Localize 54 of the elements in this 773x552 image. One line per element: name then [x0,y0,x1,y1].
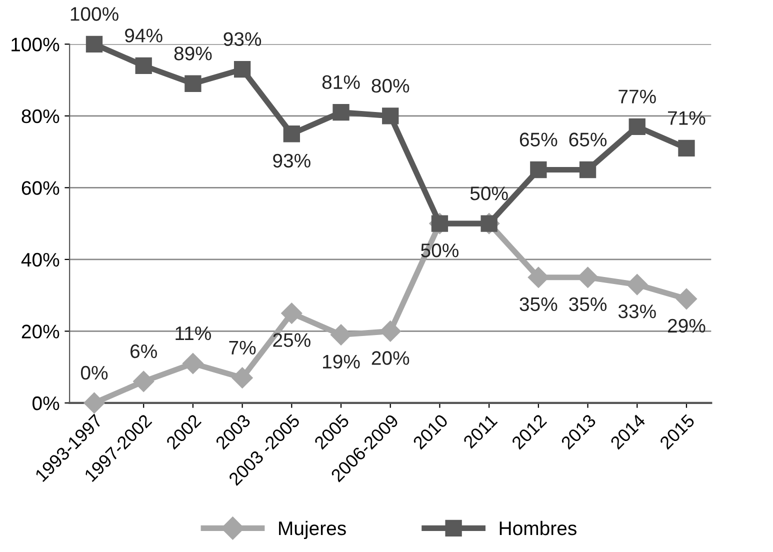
point [330,324,352,346]
data-label: 71% [668,111,706,125]
point [234,60,251,78]
data-label: 50% [421,244,458,258]
point [431,215,448,232]
point [676,288,697,310]
point [480,215,498,232]
point [86,36,103,52]
point [530,161,547,178]
data-label: 35% [520,297,558,312]
data-label: 93% [224,32,262,46]
data-label: 6% [130,344,157,358]
point [232,367,253,388]
point [382,108,399,124]
point [281,302,302,324]
point [380,320,401,342]
y-tick-label: 60% [22,181,60,195]
point [182,352,204,374]
point [135,57,152,74]
legend-label: Mujeres [279,520,346,540]
point [678,140,695,157]
annotation: 93% [273,154,310,168]
y-tick-label: 20% [22,324,60,338]
y-tick-label: 40% [21,252,60,267]
data-label: 20% [372,351,410,365]
point [579,161,596,178]
point [283,126,300,142]
y-tick-label: 100% [12,38,60,52]
data-label: 35% [569,297,607,312]
point [626,274,648,296]
data-label: 11% [176,326,212,340]
data-label: 65% [569,132,607,146]
data-label: 50% [470,186,508,200]
y-tick-label: 0% [32,396,60,410]
data-label: 77% [618,90,656,104]
data-label: 25% [273,333,310,347]
data-label: 94% [125,28,162,42]
data-label: 81% [322,75,360,90]
data-label: 89% [174,46,212,60]
point [628,118,646,136]
data-label: 100% [70,7,118,21]
point [84,392,105,414]
y-tick-label: 80% [22,109,60,124]
data-label: 33% [618,304,656,318]
data-label: 65% [520,132,558,146]
data-label: 80% [372,78,410,93]
data-label: 19% [323,354,360,369]
point [184,75,202,92]
point [133,370,154,392]
legend-label: Hombres [500,520,576,536]
point [332,104,350,121]
data-label: 0% [80,366,108,380]
data-label: 29% [668,318,706,333]
data-label: 7% [229,340,256,354]
